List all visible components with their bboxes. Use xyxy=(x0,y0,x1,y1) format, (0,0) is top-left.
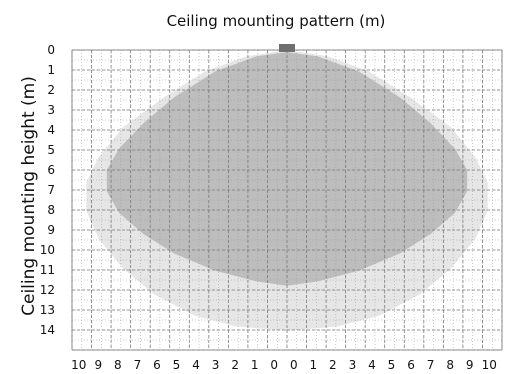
x-tick-label: 8 xyxy=(114,358,122,372)
x-tick-label: 10 xyxy=(71,358,86,372)
x-tick-label: 4 xyxy=(368,358,376,372)
x-tick-label: 2 xyxy=(329,358,337,372)
y-tick-label: 3 xyxy=(47,103,55,117)
y-tick-label: 10 xyxy=(40,243,55,257)
coverage-area-2 xyxy=(106,52,468,286)
y-tick-label: 7 xyxy=(47,183,55,197)
y-tick-label: 8 xyxy=(47,203,55,217)
y-tick-label: 1 xyxy=(47,63,55,77)
x-tick-label: 3 xyxy=(212,358,220,372)
x-tick-label: 1 xyxy=(251,358,259,372)
x-tick-label: 8 xyxy=(446,358,454,372)
grid-lines xyxy=(71,49,503,351)
x-tick-label: 0 xyxy=(270,358,278,372)
sensor-layer xyxy=(279,44,295,52)
y-axis-title: Ceiling mounting height (m) xyxy=(19,76,39,316)
x-tick-label: 9 xyxy=(466,358,474,372)
x-tick-label: 7 xyxy=(427,358,435,372)
x-tick-label: 10 xyxy=(482,358,497,372)
x-tick-label: 1 xyxy=(309,358,317,372)
x-tick-label: 2 xyxy=(231,358,239,372)
x-tick-label: 7 xyxy=(134,358,142,372)
x-tick-label: 9 xyxy=(94,358,102,372)
x-tick-label: 0 xyxy=(290,358,298,372)
x-tick-labels: 10 9 8 7 6 5 4 3 2 1 0 0 1 2 3 4 5 6 7 8 9 10 xyxy=(71,358,497,372)
y-tick-label: 5 xyxy=(47,143,55,157)
y-tick-label: 6 xyxy=(47,163,55,177)
y-tick-label: 2 xyxy=(47,83,55,97)
x-tick-label: 6 xyxy=(407,358,415,372)
y-tick-label: 14 xyxy=(40,323,55,337)
y-tick-label: 12 xyxy=(40,283,55,297)
sensor-marker xyxy=(279,44,295,52)
x-tick-label: 4 xyxy=(192,358,200,372)
y-tick-label: 4 xyxy=(47,123,55,137)
chart-title: Ceiling mounting pattern (m) xyxy=(167,12,386,30)
x-tick-label: 6 xyxy=(153,358,161,372)
x-tick-label: 5 xyxy=(388,358,396,372)
x-tick-label: 3 xyxy=(349,358,357,372)
y-tick-label: 0 xyxy=(47,43,55,57)
y-tick-label: 13 xyxy=(40,303,55,317)
y-tick-label: 9 xyxy=(47,223,55,237)
x-tick-label: 5 xyxy=(173,358,181,372)
y-tick-label: 11 xyxy=(40,263,55,277)
